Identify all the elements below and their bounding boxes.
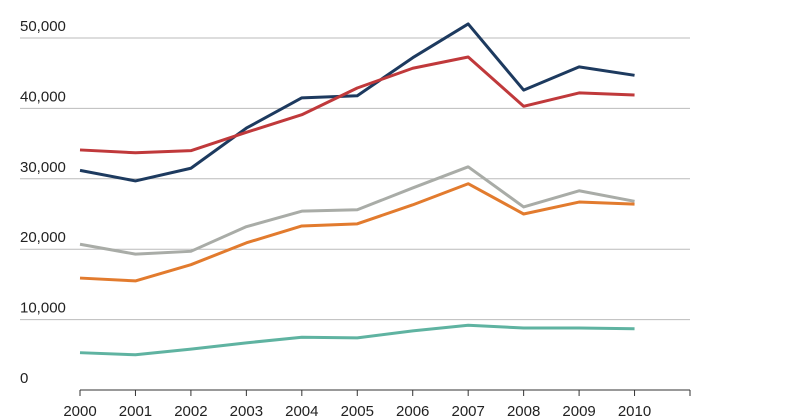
x-tick-label: 2005 [341,403,374,420]
series-line [79,182,635,283]
series-line [79,55,635,155]
series-line [79,323,635,357]
x-tick-label: 2002 [174,403,207,420]
y-tick-label: 20,000 [20,229,66,246]
x-tick-label: 2010 [618,403,651,420]
y-tick-label: 40,000 [20,88,66,105]
y-tick-label: 10,000 [20,300,66,317]
y-tick-label: 0 [20,370,28,387]
x-tick-label: 2007 [451,403,484,420]
x-tick-label: 2000 [63,403,96,420]
x-tick-label: 2008 [507,403,540,420]
y-tick-label: 50,000 [20,18,66,35]
y-tick-label: 30,000 [20,159,66,176]
series-line [79,22,635,183]
x-tick-label: 2006 [396,403,429,420]
x-tick-label: 2004 [285,403,318,420]
x-tick-label: 2003 [230,403,263,420]
x-tick-label: 2009 [562,403,595,420]
x-tick-label: 2001 [119,403,152,420]
series-line [79,165,635,256]
